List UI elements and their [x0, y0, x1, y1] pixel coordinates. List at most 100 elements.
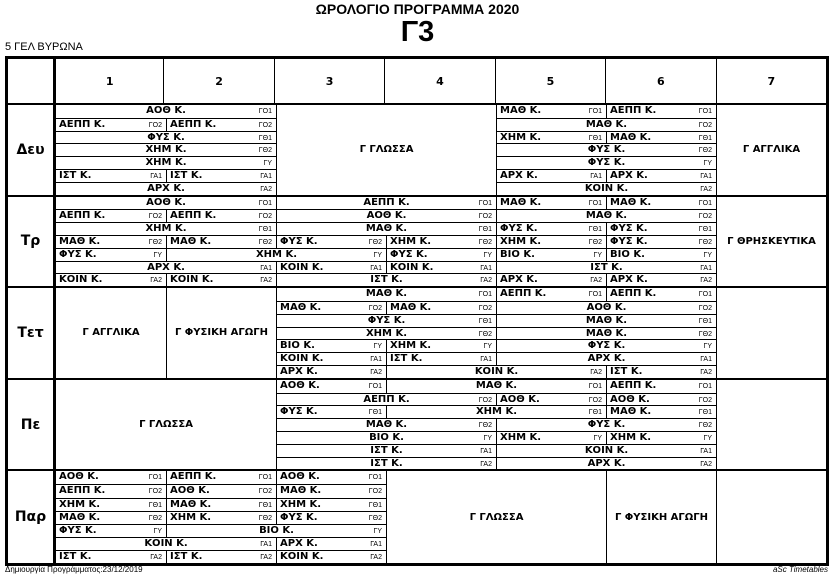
lesson-cell[interactable]: ΑΕΠΠ Κ. ΓΟ1 — [276, 196, 496, 210]
lesson-cell[interactable]: ΒΙΟ Κ. ΓΥ — [496, 247, 606, 261]
lesson-cell[interactable]: ΚΟΙΝ Κ. ΓΑ2 — [166, 273, 276, 287]
lesson-cell[interactable]: ΙΣΤ Κ. ΓΑ1 — [166, 168, 276, 182]
lesson-cell[interactable]: ΧΗΜ Κ. ΓΘ2 — [496, 234, 606, 248]
lesson-cell[interactable]: ΑΡΧ Κ. ΓΑ1 — [276, 536, 386, 550]
lesson-block[interactable]: Γ ΦΥΣΙΚΗ ΑΓΩΓΗ — [606, 471, 716, 563]
lesson-cell[interactable]: ΑΡΧ Κ. ΓΑ1 — [496, 168, 606, 182]
lesson-block[interactable]: Γ ΘΡΗΣΚΕΥΤΙΚΑ — [716, 196, 826, 287]
lesson-cell[interactable]: ΜΑΘ Κ. ΓΟ2 — [276, 300, 386, 314]
lesson-cell[interactable]: ΑΡΧ Κ. ΓΑ2 — [496, 273, 606, 287]
lesson-cell[interactable]: ΙΣΤ Κ. ΓΑ2 — [276, 273, 496, 287]
lesson-cell[interactable]: ΚΟΙΝ Κ. ΓΑ2 — [56, 273, 166, 287]
lesson-cell[interactable]: ΦΥΣ Κ. ΓΘ1 — [56, 130, 276, 144]
lesson-cell[interactable]: ΜΑΘ Κ. ΓΟ1 — [496, 196, 606, 210]
lesson-cell[interactable]: ΜΑΘ Κ. ΓΘ2 — [56, 510, 166, 524]
lesson-cell[interactable]: ΚΟΙΝ Κ. ΓΑ2 — [386, 364, 606, 378]
lesson-cell[interactable]: ΦΥΣ Κ. ΓΘ1 — [606, 222, 716, 235]
lesson-cell[interactable]: ΦΥΣ Κ. ΓΘ1 — [276, 405, 386, 419]
lesson-cell[interactable]: ΑΟΘ Κ. ΓΟ1 — [276, 471, 386, 485]
lesson-cell[interactable]: ΧΗΜ Κ. ΓΘ1 — [496, 130, 606, 144]
lesson-cell[interactable]: ΧΗΜ Κ. ΓΘ2 — [386, 234, 496, 248]
lesson-cell[interactable]: ΑΕΠΠ Κ. ΓΟ1 — [496, 288, 606, 301]
lesson-cell[interactable]: ΑΟΘ Κ. ΓΟ1 — [56, 105, 276, 118]
lesson-cell[interactable]: ΙΣΤ Κ. ΓΑ2 — [166, 549, 276, 563]
lesson-cell[interactable]: ΜΑΘ Κ. ΓΟ2 — [496, 117, 716, 131]
lesson-cell[interactable]: ΧΗΜ Κ. ΓΘ2 — [56, 143, 276, 157]
lesson-cell[interactable]: ΜΑΘ Κ. ΓΟ1 — [276, 288, 496, 301]
lesson-cell[interactable]: ΜΑΘ Κ. ΓΟ1 — [386, 379, 606, 393]
lesson-cell[interactable]: ΦΥΣ Κ. ΓΥ — [386, 247, 496, 261]
lesson-block[interactable]: Γ ΑΓΓΛΙΚΑ — [716, 105, 826, 195]
lesson-cell[interactable]: ΑΕΠΠ Κ. ΓΟ1 — [606, 379, 716, 393]
lesson-block[interactable]: Γ ΓΛΩΣΣΑ — [56, 379, 276, 470]
lesson-cell[interactable]: ΦΥΣ Κ. ΓΘ2 — [606, 234, 716, 248]
lesson-cell[interactable]: ΜΑΘ Κ. ΓΘ1 — [276, 222, 496, 235]
lesson-cell[interactable]: ΜΑΘ Κ. ΓΟ2 — [386, 300, 496, 314]
lesson-cell[interactable]: ΙΣΤ Κ. ΓΑ1 — [496, 260, 716, 274]
lesson-cell[interactable]: ΦΥΣ Κ. ΓΘ2 — [496, 418, 716, 431]
lesson-cell[interactable]: ΑΕΠΠ Κ. ΓΟ1 — [166, 471, 276, 485]
lesson-cell[interactable]: ΑΟΘ Κ. ΓΟ2 — [276, 209, 496, 223]
lesson-cell[interactable]: ΑΕΠΠ Κ. ΓΟ2 — [166, 117, 276, 131]
lesson-cell[interactable]: ΑΡΧ Κ. ΓΑ2 — [276, 364, 386, 378]
lesson-block[interactable]: Γ ΓΛΩΣΣΑ — [276, 105, 496, 195]
lesson-cell[interactable]: ΦΥΣ Κ. ΓΥ — [56, 523, 166, 537]
lesson-cell[interactable]: ΑΟΘ Κ. ΓΟ1 — [56, 196, 276, 210]
lesson-cell[interactable]: ΧΗΜ Κ. ΓΘ1 — [56, 497, 166, 511]
lesson-cell[interactable]: ΦΥΣ Κ. ΓΘ2 — [276, 510, 386, 524]
lesson-cell[interactable]: ΚΟΙΝ Κ. ΓΑ1 — [56, 536, 276, 550]
lesson-cell[interactable]: ΑΡΧ Κ. ΓΑ2 — [496, 456, 716, 470]
lesson-cell[interactable]: ΦΥΣ Κ. ΓΘ1 — [496, 222, 606, 235]
lesson-cell[interactable]: ΙΣΤ Κ. ΓΑ2 — [606, 364, 716, 378]
lesson-cell[interactable]: ΒΙΟ Κ. ΓΥ — [606, 247, 716, 261]
lesson-cell[interactable]: ΜΑΘ Κ. ΓΘ1 — [606, 405, 716, 419]
lesson-cell[interactable]: ΑΡΧ Κ. ΓΑ1 — [496, 352, 716, 365]
lesson-cell[interactable]: ΙΣΤ Κ. ΓΑ1 — [56, 168, 166, 182]
lesson-block[interactable]: Γ ΦΥΣΙΚΗ ΑΓΩΓΗ — [166, 288, 276, 378]
lesson-cell[interactable]: ΒΙΟ Κ. ΓΥ — [166, 523, 386, 537]
lesson-cell[interactable]: ΜΑΘ Κ. ΓΘ2 — [496, 326, 716, 340]
lesson-cell[interactable]: ΑΟΘ Κ. ΓΟ1 — [56, 471, 166, 485]
lesson-cell[interactable]: ΑΕΠΠ Κ. ΓΟ2 — [276, 392, 496, 406]
lesson-cell[interactable]: ΦΥΣ Κ. ΓΥ — [496, 156, 716, 169]
lesson-cell[interactable]: ΜΑΘ Κ. ΓΘ2 — [166, 234, 276, 248]
lesson-cell[interactable]: ΚΟΙΝ Κ. ΓΑ2 — [276, 549, 386, 563]
lesson-cell[interactable]: ΑΡΧ Κ. ΓΑ1 — [56, 260, 276, 274]
lesson-cell[interactable]: ΚΟΙΝ Κ. ΓΑ2 — [496, 181, 716, 195]
lesson-cell[interactable]: ΜΑΘ Κ. ΓΘ2 — [56, 234, 166, 248]
lesson-cell[interactable]: ΜΑΘ Κ. ΓΟ2 — [276, 484, 386, 498]
lesson-cell[interactable]: ΑΡΧ Κ. ΓΑ1 — [606, 168, 716, 182]
lesson-cell[interactable]: ΦΥΣ Κ. ΓΥ — [56, 247, 166, 261]
lesson-cell[interactable]: ΜΑΘ Κ. ΓΘ2 — [276, 418, 496, 431]
lesson-cell[interactable]: ΜΑΘ Κ. ΓΘ1 — [606, 130, 716, 144]
lesson-cell[interactable]: ΜΑΘ Κ. ΓΘ1 — [496, 313, 716, 327]
lesson-cell[interactable]: ΙΣΤ Κ. ΓΑ1 — [386, 352, 496, 365]
lesson-cell[interactable]: ΚΟΙΝ Κ. ΓΑ1 — [276, 352, 386, 365]
lesson-cell[interactable]: ΦΥΣ Κ. ΓΘ2 — [496, 143, 716, 157]
lesson-cell[interactable]: ΧΗΜ Κ. ΓΘ1 — [386, 405, 606, 419]
lesson-cell[interactable]: ΧΗΜ Κ. ΓΘ1 — [276, 497, 386, 511]
lesson-cell[interactable]: ΑΟΘ Κ. ΓΟ1 — [276, 379, 386, 393]
lesson-cell[interactable]: ΑΟΘ Κ. ΓΟ2 — [496, 392, 606, 406]
lesson-cell[interactable]: ΜΑΘ Κ. ΓΟ1 — [606, 196, 716, 210]
lesson-cell[interactable]: ΑΕΠΠ Κ. ΓΟ1 — [606, 105, 716, 118]
lesson-cell[interactable]: ΚΟΙΝ Κ. ΓΑ1 — [276, 260, 386, 274]
lesson-cell[interactable]: ΙΣΤ Κ. ΓΑ2 — [56, 549, 166, 563]
lesson-cell[interactable]: ΧΗΜ Κ. ΓΥ — [166, 247, 386, 261]
lesson-cell[interactable]: ΦΥΣ Κ. ΓΥ — [496, 339, 716, 353]
lesson-cell[interactable]: ΧΗΜ Κ. ΓΘ2 — [276, 326, 496, 340]
lesson-cell[interactable]: ΜΑΘ Κ. ΓΘ1 — [166, 497, 276, 511]
lesson-cell[interactable]: ΑΡΧ Κ. ΓΑ2 — [56, 181, 276, 195]
lesson-cell[interactable]: ΧΗΜ Κ. ΓΥ — [496, 430, 606, 444]
lesson-block[interactable]: Γ ΓΛΩΣΣΑ — [386, 471, 606, 563]
lesson-cell[interactable]: ΑΟΘ Κ. ΓΟ2 — [496, 300, 716, 314]
lesson-cell[interactable]: ΚΟΙΝ Κ. ΓΑ1 — [496, 443, 716, 457]
lesson-cell[interactable]: ΧΗΜ Κ. ΓΘ2 — [166, 510, 276, 524]
lesson-cell[interactable]: ΧΗΜ Κ. ΓΥ — [56, 156, 276, 169]
lesson-cell[interactable]: ΑΕΠΠ Κ. ΓΟ2 — [166, 209, 276, 223]
lesson-cell[interactable]: ΧΗΜ Κ. ΓΘ1 — [56, 222, 276, 235]
lesson-cell[interactable]: ΚΟΙΝ Κ. ΓΑ1 — [386, 260, 496, 274]
lesson-cell[interactable]: ΑΟΘ Κ. ΓΟ2 — [166, 484, 276, 498]
lesson-cell[interactable]: ΒΙΟ Κ. ΓΥ — [276, 430, 496, 444]
lesson-cell[interactable]: ΒΙΟ Κ. ΓΥ — [276, 339, 386, 353]
